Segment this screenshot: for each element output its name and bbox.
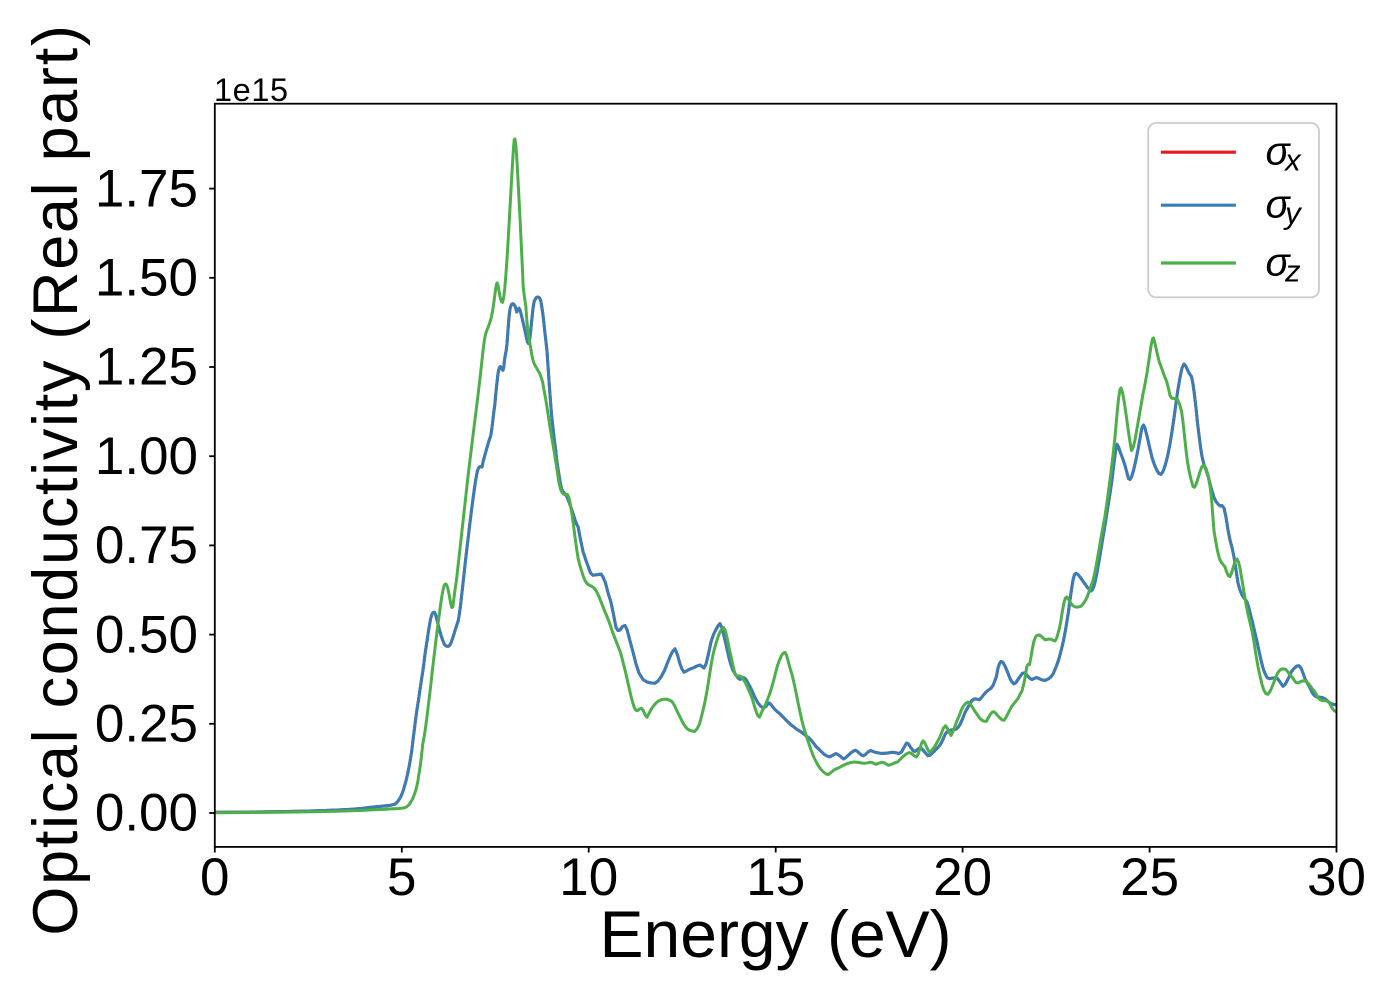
svg-text:1e15: 1e15 (214, 72, 289, 108)
svg-text:25: 25 (1120, 848, 1179, 907)
svg-text:0.25: 0.25 (95, 695, 198, 754)
svg-text:10: 10 (559, 848, 618, 907)
svg-text:30: 30 (1307, 848, 1366, 907)
svg-text:1.25: 1.25 (95, 338, 198, 397)
svg-text:1.00: 1.00 (95, 427, 198, 486)
svg-text:20: 20 (933, 848, 992, 907)
svg-text:0.00: 0.00 (95, 784, 198, 843)
svg-text:0.75: 0.75 (95, 516, 198, 575)
svg-text:Energy (eV): Energy (eV) (600, 897, 952, 971)
svg-text:15: 15 (746, 848, 805, 907)
svg-text:1.75: 1.75 (95, 159, 198, 218)
svg-text:Optical conductivity (Real par: Optical conductivity (Real part) (21, 23, 91, 935)
svg-text:5: 5 (387, 848, 416, 907)
svg-text:0.50: 0.50 (95, 605, 198, 664)
svg-text:1.50: 1.50 (95, 249, 198, 308)
svg-text:0: 0 (200, 848, 229, 907)
